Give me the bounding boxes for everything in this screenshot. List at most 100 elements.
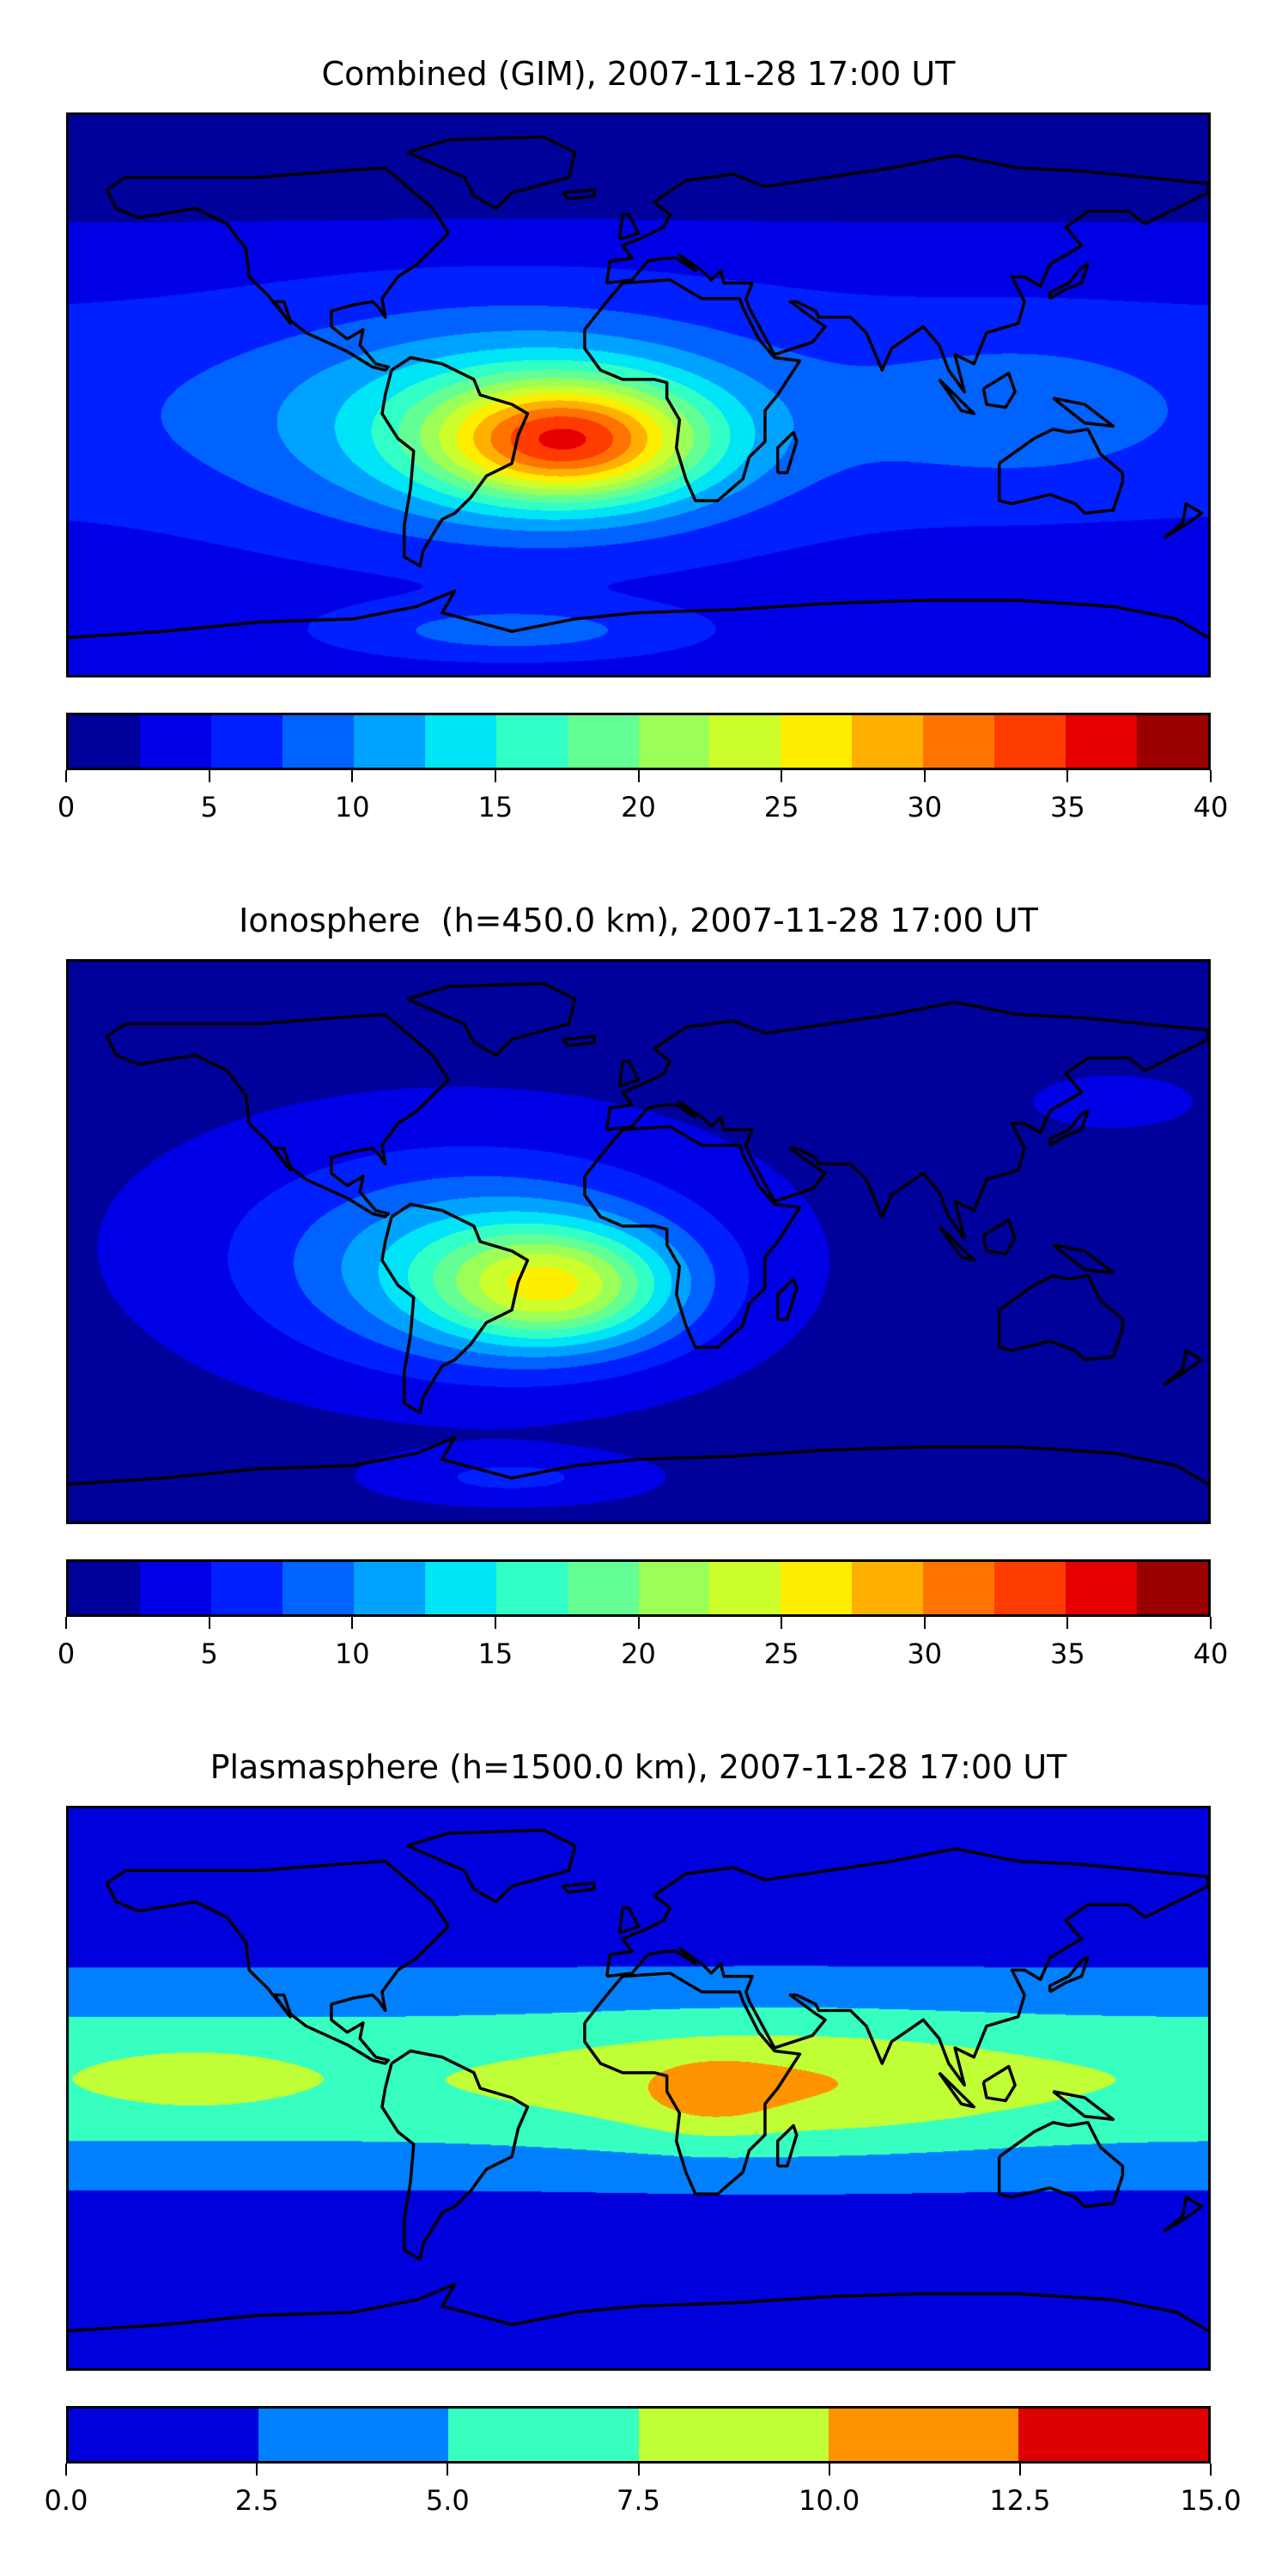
colorbar-segment	[210, 1562, 283, 1614]
contour-field	[69, 1808, 1208, 2368]
colorbar-segment	[210, 715, 283, 768]
contour-field	[69, 962, 1208, 1522]
coastline	[605, 1000, 1208, 1241]
coastline	[105, 1012, 451, 1218]
colorbar-segment	[1018, 2409, 1209, 2461]
tick-mark	[637, 770, 640, 782]
tick-mark	[923, 770, 926, 782]
coastline	[981, 2064, 1017, 2103]
tick-mark	[828, 2464, 830, 2476]
coastline	[997, 1274, 1125, 1362]
chart-title: Plasmasphere (h=1500.0 km), 2007-11-28 1…	[210, 1748, 1067, 1786]
coastline	[1163, 1348, 1204, 1387]
tick-mark	[1018, 2464, 1021, 2476]
tick-mark	[1210, 1617, 1212, 1629]
colorbar-segment	[139, 1562, 211, 1614]
tick-label: 10	[334, 791, 370, 823]
colorbar-ticks: 0 5 10 15 20 25 30 35 40	[58, 1617, 1228, 1686]
tick-label: 20	[621, 791, 656, 823]
colorbar-segment	[994, 1562, 1066, 1614]
tick-label: 10.0	[799, 2484, 860, 2517]
coastline	[406, 981, 577, 1057]
colorbar-segment	[495, 715, 568, 768]
coastline	[561, 188, 596, 201]
colorbar	[66, 1559, 1211, 1617]
coastlines	[69, 1828, 1208, 2333]
map-plot	[66, 112, 1211, 677]
colorbar-segment	[282, 1562, 354, 1614]
tick-label: 10	[334, 1637, 370, 1670]
coastline	[775, 430, 799, 475]
coastline	[605, 1847, 1208, 2087]
tick-label: 30	[907, 791, 943, 823]
coastline	[617, 1906, 641, 1935]
colorbar-segment	[139, 715, 211, 768]
colorbar-segment	[781, 715, 853, 768]
coastline	[617, 1060, 641, 1088]
colorbar-segment	[781, 1562, 853, 1614]
coastline	[775, 1277, 799, 1321]
coastline	[1163, 2195, 1204, 2233]
tick-label: 25	[763, 791, 799, 823]
coastline	[617, 213, 641, 241]
colorbar-ticks: 0.0 2.5 5.0 7.5 10.0 12.5 15.0	[45, 2464, 1242, 2532]
tick-mark	[923, 1617, 926, 1629]
colorbar-segment	[567, 1562, 639, 1614]
coastline	[105, 166, 451, 372]
tick-label: 5	[200, 1637, 218, 1670]
coastline	[583, 1971, 802, 2196]
colorbar-segment	[258, 2409, 449, 2461]
coastline	[561, 1881, 596, 1894]
coastline	[1052, 1242, 1115, 1275]
coastline	[583, 278, 802, 502]
panel-plasmasphere: Plasmasphere (h=1500.0 km), 2007-11-28 1…	[0, 1693, 1288, 2540]
colorbar-segment	[923, 1562, 995, 1614]
tick-mark	[351, 1617, 354, 1629]
colorbar	[66, 713, 1211, 770]
tick-mark	[351, 770, 354, 782]
tick-label: 15.0	[1180, 2484, 1242, 2517]
coastline	[1048, 1109, 1090, 1147]
colorbar-segment	[852, 715, 924, 768]
colorbar-segment	[1137, 1562, 1208, 1614]
colorbar-segment	[424, 715, 496, 768]
coastline	[1163, 501, 1204, 540]
colorbar-segment	[638, 1562, 710, 1614]
tick-label: 20	[621, 1637, 656, 1670]
coastlines	[69, 981, 1208, 1486]
tick-mark	[781, 770, 783, 782]
coastlines	[69, 135, 1208, 640]
coastline	[583, 1125, 802, 1349]
tick-label: 40	[1193, 1637, 1229, 1670]
coastline	[1052, 2089, 1115, 2122]
map-plot	[66, 1806, 1211, 2371]
colorbar-segment	[709, 1562, 781, 1614]
tick-mark	[65, 2464, 67, 2476]
tick-label: 35	[1050, 1637, 1085, 1670]
colorbar-segment	[69, 715, 140, 768]
tick-label: 15	[477, 791, 513, 823]
coastline	[938, 2071, 975, 2109]
coastline	[938, 1224, 975, 1262]
colorbar-segment	[923, 715, 995, 768]
coastline	[997, 428, 1125, 515]
coastline	[69, 589, 1208, 640]
tick-mark	[447, 2464, 449, 2476]
tick-label: 35	[1050, 791, 1085, 823]
colorbar-segment	[828, 2409, 1018, 2461]
colorbar-segment	[567, 715, 639, 768]
chart-title: Ionosphere (h=450.0 km), 2007-11-28 17:0…	[239, 902, 1038, 939]
coastline	[69, 2282, 1208, 2333]
coastline	[775, 2123, 799, 2168]
coastline	[981, 1218, 1017, 1256]
colorbar-segment	[1066, 715, 1138, 768]
coastline	[938, 378, 975, 416]
tick-mark	[1066, 1617, 1069, 1629]
tick-mark	[1210, 2464, 1212, 2476]
coastline	[406, 135, 577, 210]
tick-label: 40	[1193, 791, 1229, 823]
colorbar-segment	[638, 715, 710, 768]
tick-label: 2.5	[234, 2484, 279, 2517]
tick-mark	[65, 770, 67, 782]
tick-mark	[494, 770, 496, 782]
